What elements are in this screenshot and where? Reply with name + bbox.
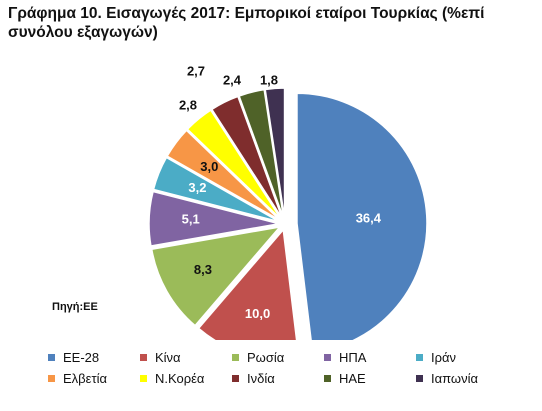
pie-slice-4: [148, 190, 280, 247]
legend-item-5: Ιράν: [416, 350, 508, 365]
chart-legend: ΕΕ-28 Κίνα Ρωσία ΗΠΑ Ιράν Ελβετία Ν.Κορέα Ινδία…: [48, 350, 528, 386]
data-label-8: 2,7: [187, 63, 205, 78]
legend-item-9: ΗΑΕ: [324, 371, 416, 386]
legend-label: Ν.Κορέα: [155, 371, 205, 386]
data-label-1: 36,4: [356, 210, 382, 225]
legend-item-7: Ν.Κορέα: [140, 371, 232, 386]
pie-slice-6: [166, 129, 281, 222]
legend-swatch: [324, 375, 331, 382]
legend-swatch: [416, 375, 423, 382]
chart-source: Πηγή:ΕΕ: [52, 301, 98, 313]
legend-swatch: [232, 375, 239, 382]
chart-title: Γράφημα 10. Εισαγωγές 2017: Εμπορικοί ετ…: [8, 5, 485, 41]
pie-slice-2: [197, 227, 298, 340]
data-label-7: 2,8: [179, 97, 197, 112]
legend-label: Ιράν: [431, 350, 457, 365]
legend-swatch: [140, 354, 147, 361]
legend-label: ΗΠΑ: [339, 350, 367, 365]
legend-swatch: [140, 375, 147, 382]
legend-label: Ινδία: [247, 371, 275, 386]
legend-item-10: Ιαπωνία: [416, 371, 508, 386]
pie-slice-9: [238, 88, 285, 219]
legend-swatch: [48, 375, 55, 382]
legend-item-6: Ελβετία: [48, 371, 140, 386]
legend-item-1: ΕΕ-28: [48, 350, 140, 365]
pie-slice-3: [150, 225, 282, 327]
legend-label: ΕΕ-28: [63, 350, 100, 365]
legend-label: Ιαπωνία: [431, 371, 478, 386]
pie-slice-5: [152, 156, 280, 223]
legend-item-3: Ρωσία: [232, 350, 324, 365]
legend-label: ΗΑΕ: [339, 371, 366, 386]
pie-slice-1: [296, 92, 428, 340]
data-label-6: 3,0: [200, 159, 218, 174]
legend-swatch: [48, 354, 55, 361]
data-label-2: 10,0: [245, 306, 270, 321]
legend-swatch: [324, 354, 331, 361]
legend-label: Κίνα: [155, 350, 181, 365]
legend-label: Ρωσία: [247, 350, 285, 365]
pie-slice-8: [210, 95, 284, 220]
legend-swatch: [232, 354, 239, 361]
data-label-3: 8,3: [194, 262, 212, 277]
pie-slice-10: [264, 87, 286, 219]
pie-slice-7: [186, 109, 282, 220]
data-label-4: 5,1: [182, 212, 200, 227]
legend-label: Ελβετία: [63, 371, 107, 386]
data-label-5: 3,2: [188, 180, 206, 195]
legend-item-8: Ινδία: [232, 371, 324, 386]
legend-item-2: Κίνα: [140, 350, 232, 365]
legend-swatch: [416, 354, 423, 361]
data-label-10: 1,8: [260, 72, 278, 87]
legend-item-4: ΗΠΑ: [324, 350, 416, 365]
pie-chart: 36,4 10,0 8,3 5,1 3,2 3,0 2,8 2,7 2,4 1,8: [148, 63, 428, 340]
data-label-9: 2,4: [223, 72, 242, 87]
